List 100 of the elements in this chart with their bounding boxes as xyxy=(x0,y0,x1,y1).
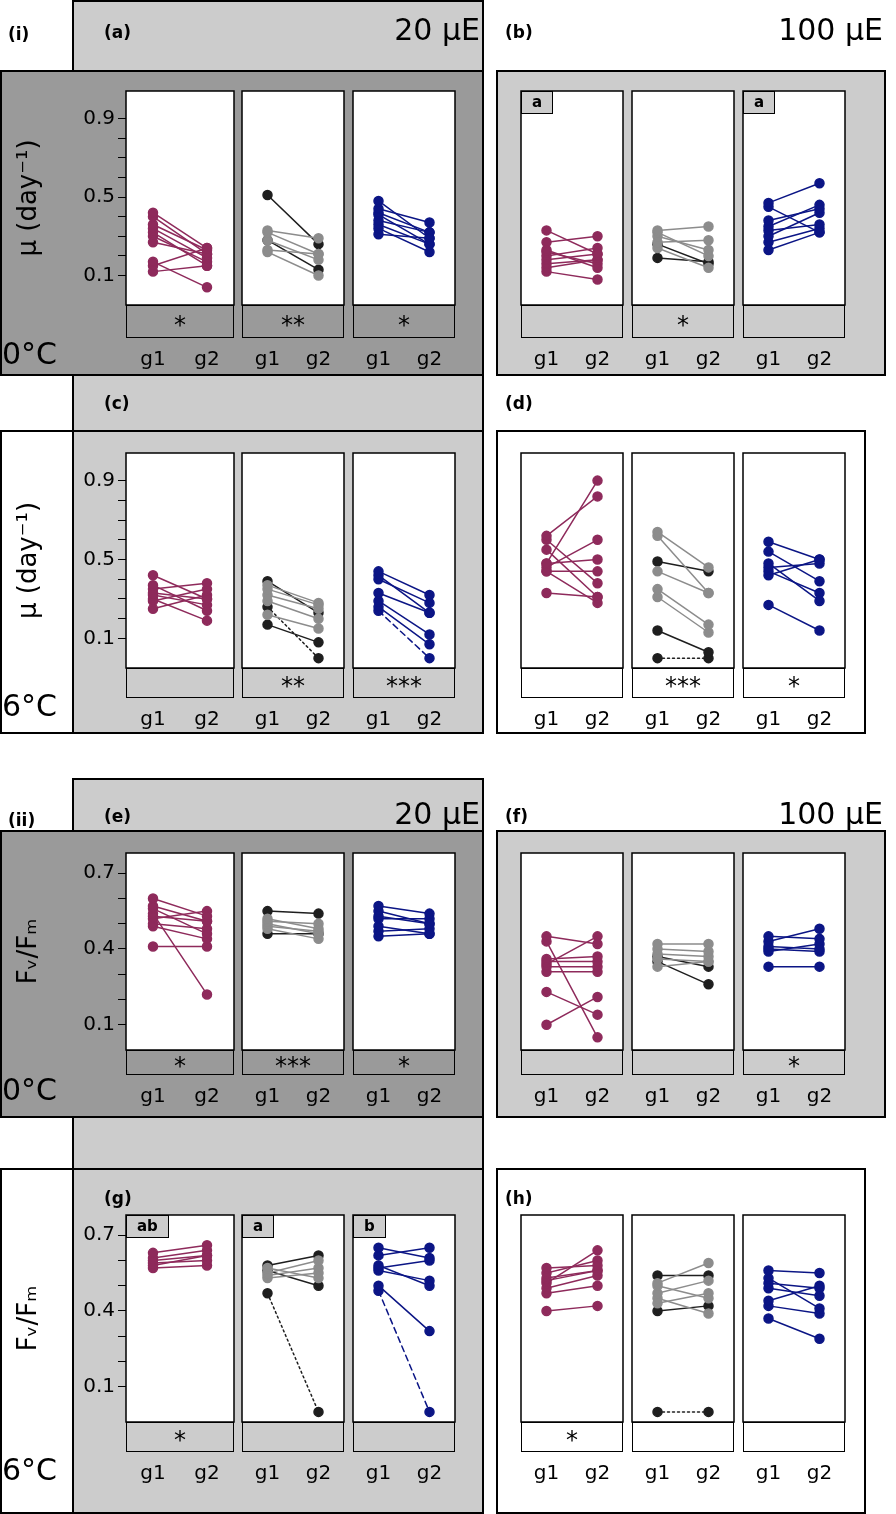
text: 6°C xyxy=(2,688,58,723)
text: * xyxy=(788,1051,800,1080)
x-tick-label: g1 xyxy=(254,1460,281,1485)
x-tick-label: g2 xyxy=(416,1460,443,1485)
x-tick-label: g2 xyxy=(806,346,833,371)
x-tick-label: g2 xyxy=(194,706,220,731)
y-tick-label: 0.1 xyxy=(83,624,115,649)
x-tick-label: g1 xyxy=(365,346,392,371)
text: (ii) xyxy=(8,810,36,830)
x-tick-label: g1 xyxy=(755,346,782,371)
x-tick-label: g1 xyxy=(533,706,560,731)
x-tick-label: g2 xyxy=(695,1460,722,1485)
y-axis-title: Fᵥ/Fₘ xyxy=(12,918,43,985)
x-tick-label: g2 xyxy=(305,1083,332,1108)
chart-title: a xyxy=(242,1215,275,1238)
x-tick-label: g1 xyxy=(365,1083,392,1108)
y-axis-title: μ (day⁻¹) xyxy=(12,501,43,620)
x-tick-label: g2 xyxy=(194,346,220,371)
text: 20 μE xyxy=(394,12,480,47)
text: * xyxy=(174,1051,186,1080)
x-tick-label: g2 xyxy=(416,1083,443,1108)
y-tick-label: 0.7 xyxy=(83,859,115,884)
x-tick-label: g2 xyxy=(584,1083,611,1108)
text: (i) xyxy=(8,24,30,44)
text: ** xyxy=(281,310,305,339)
x-tick-label: g1 xyxy=(254,706,281,731)
x-tick-label: g2 xyxy=(194,1083,220,1108)
x-tick-label: g2 xyxy=(806,1460,833,1485)
text: *** xyxy=(275,1051,311,1080)
text: 100 μE xyxy=(778,12,883,47)
x-tick-label: g2 xyxy=(305,706,332,731)
x-tick-label: g2 xyxy=(194,1460,220,1485)
x-tick-label: g2 xyxy=(695,346,722,371)
text: (g) xyxy=(104,1188,132,1208)
x-tick-label: g2 xyxy=(695,706,722,731)
text: 0°C xyxy=(2,1072,58,1107)
y-tick-label: 0.5 xyxy=(83,183,115,208)
text: (c) xyxy=(104,393,130,413)
y-tick-label: 0.1 xyxy=(83,261,115,286)
chart-title: a xyxy=(743,91,776,114)
y-tick-label: 0.9 xyxy=(83,104,115,129)
text: (f) xyxy=(505,806,528,826)
text: * xyxy=(566,1426,578,1455)
x-tick-label: g1 xyxy=(365,1460,392,1485)
text: 6°C xyxy=(2,1452,58,1487)
y-axis-title: μ (day⁻¹) xyxy=(12,139,43,257)
y-tick-label: 0.5 xyxy=(83,545,115,570)
x-tick-label: g2 xyxy=(584,1460,611,1485)
x-tick-label: g2 xyxy=(416,346,443,371)
text: * xyxy=(788,672,800,701)
chart-title: ab xyxy=(126,1215,169,1238)
x-tick-label: g2 xyxy=(584,346,611,371)
y-tick-label: 0.9 xyxy=(83,466,115,491)
text: (a) xyxy=(104,22,132,42)
text: * xyxy=(398,1051,410,1080)
x-tick-label: g1 xyxy=(755,706,782,731)
text: (h) xyxy=(505,1188,533,1208)
text: * xyxy=(174,1426,186,1455)
x-tick-label: g1 xyxy=(254,346,281,371)
text: *** xyxy=(386,672,422,701)
x-tick-label: g1 xyxy=(365,706,392,731)
x-tick-label: g2 xyxy=(806,1083,833,1108)
x-tick-label: g2 xyxy=(305,1460,332,1485)
text: * xyxy=(174,310,186,339)
x-tick-label: g1 xyxy=(140,1083,166,1108)
x-tick-label: g1 xyxy=(644,706,671,731)
x-tick-label: g2 xyxy=(416,706,443,731)
y-tick-label: 0.1 xyxy=(83,1010,115,1035)
text: *** xyxy=(665,672,701,701)
text: * xyxy=(398,310,410,339)
x-tick-label: g1 xyxy=(755,1460,782,1485)
x-tick-label: g1 xyxy=(254,1083,281,1108)
text: * xyxy=(677,310,689,339)
text: 0°C xyxy=(2,336,58,371)
y-tick-label: 0.7 xyxy=(83,1221,115,1246)
y-tick-label: 0.1 xyxy=(83,1372,115,1397)
x-tick-label: g2 xyxy=(806,706,833,731)
x-tick-label: g1 xyxy=(140,346,166,371)
text: (b) xyxy=(505,22,533,42)
text: (d) xyxy=(505,393,533,413)
text: (e) xyxy=(104,806,132,826)
x-tick-label: g1 xyxy=(644,346,671,371)
text: ** xyxy=(281,672,305,701)
text: 20 μE xyxy=(394,796,480,831)
x-tick-label: g2 xyxy=(305,346,332,371)
x-tick-label: g1 xyxy=(644,1083,671,1108)
x-tick-label: g1 xyxy=(140,706,166,731)
x-tick-label: g2 xyxy=(584,706,611,731)
x-tick-label: g1 xyxy=(140,1460,166,1485)
x-tick-label: g2 xyxy=(695,1083,722,1108)
chart-title: a xyxy=(521,91,554,114)
x-tick-label: g1 xyxy=(533,1460,560,1485)
chart-title: b xyxy=(353,1215,386,1238)
x-tick-label: g1 xyxy=(755,1083,782,1108)
text: 100 μE xyxy=(778,796,883,831)
x-tick-label: g1 xyxy=(533,1083,560,1108)
y-tick-label: 0.4 xyxy=(83,935,115,960)
x-tick-label: g1 xyxy=(644,1460,671,1485)
y-axis-title: Fᵥ/Fₘ xyxy=(12,1285,43,1352)
x-tick-label: g1 xyxy=(533,346,560,371)
